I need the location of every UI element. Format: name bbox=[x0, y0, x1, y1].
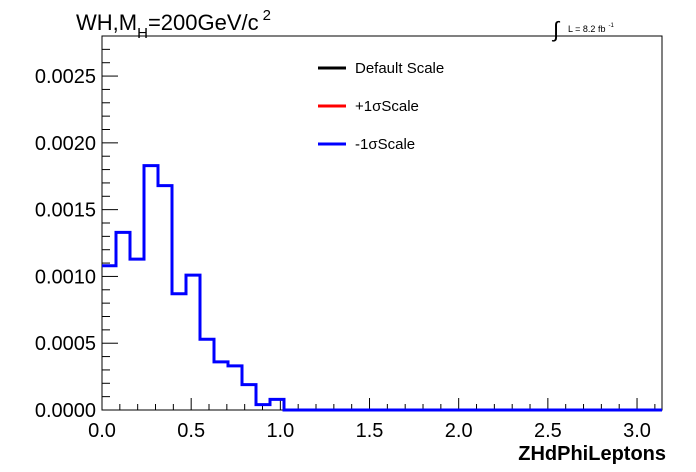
x-axis: 0.0 0.5 1.0 1.5 2.0 2.5 3.0 bbox=[88, 398, 656, 442]
legend-label: +1σScale bbox=[355, 98, 419, 115]
lumi-integral-symbol: ∫ bbox=[551, 17, 561, 42]
y-tick-label: 0.0020 bbox=[35, 133, 96, 155]
plot-frame bbox=[101, 35, 663, 411]
lumi-label: L = 8.2 fb -1 bbox=[568, 23, 614, 34]
chart-title-main: WH,M bbox=[76, 10, 137, 35]
y-tick-label: 0.0025 bbox=[35, 66, 96, 88]
legend: Default Scale +1σScale -1σScale bbox=[318, 60, 444, 153]
x-tick-label: 0.0 bbox=[88, 420, 116, 442]
y-tick-label: 0.0010 bbox=[35, 266, 96, 288]
x-tick-label: 2.5 bbox=[534, 420, 562, 442]
chart-title-rest: =200GeV/c bbox=[148, 10, 259, 35]
y-tick-label: 0.0015 bbox=[35, 200, 96, 222]
x-tick-label: 3.0 bbox=[623, 420, 651, 442]
x-axis-title: ZHdPhiLeptons bbox=[518, 443, 666, 465]
x-tick-label: 1.0 bbox=[266, 420, 294, 442]
x-tick-label: 1.5 bbox=[356, 420, 384, 442]
y-tick-label: 0.0005 bbox=[35, 333, 96, 355]
legend-label: -1σScale bbox=[355, 136, 415, 153]
series-group bbox=[102, 164, 662, 412]
lumi-superscript: -1 bbox=[608, 23, 614, 29]
chart-title-subscript: H bbox=[137, 25, 148, 42]
series-line bbox=[102, 164, 662, 412]
lumi-text: L = 8.2 fb bbox=[568, 24, 605, 34]
y-axis: 0.0000 0.0005 0.0010 0.0015 0.0020 0.0025 bbox=[35, 35, 118, 422]
legend-label: Default Scale bbox=[355, 60, 444, 77]
x-tick-label: 0.5 bbox=[177, 420, 205, 442]
chart-title-superscript: 2 bbox=[263, 7, 271, 24]
y-tick-label: 0.0000 bbox=[35, 400, 96, 422]
x-tick-label: 2.0 bbox=[445, 420, 473, 442]
chart-title: WH,MH=200GeV/c 2 bbox=[76, 7, 271, 42]
